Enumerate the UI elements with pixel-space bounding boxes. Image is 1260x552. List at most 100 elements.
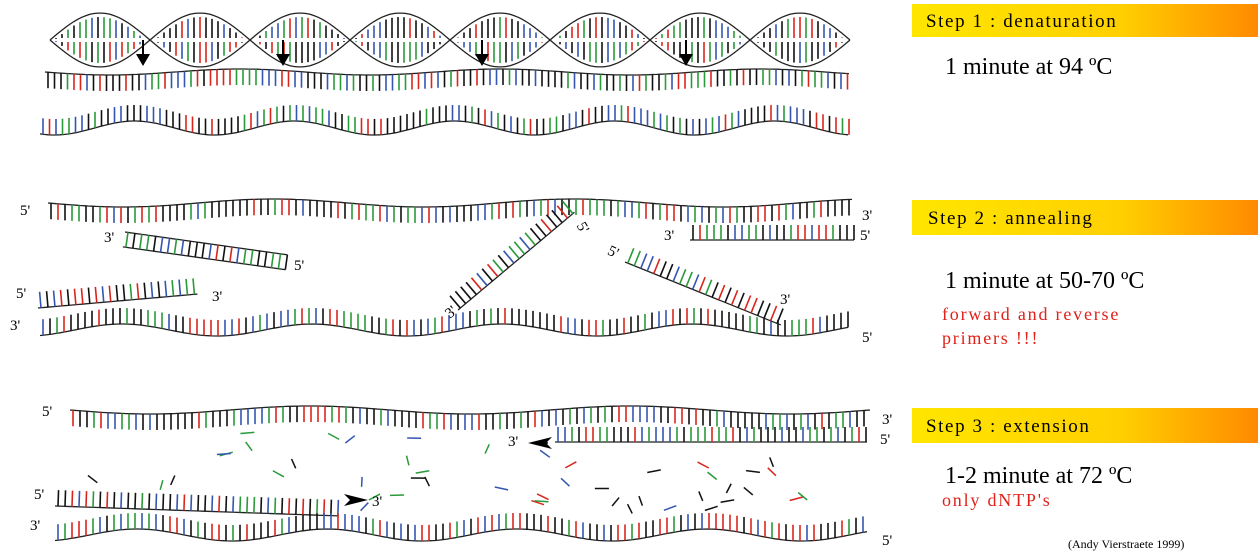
- strand-end: 3': [780, 292, 791, 308]
- base: [236, 247, 240, 263]
- base: [337, 499, 340, 516]
- base: [267, 497, 270, 514]
- base: [672, 266, 680, 282]
- base: [132, 233, 136, 249]
- dntp: [531, 499, 545, 506]
- base: [232, 496, 235, 513]
- base: [159, 237, 164, 253]
- dntp: [743, 486, 754, 496]
- step-title: Step 1 : denaturation: [926, 11, 1117, 32]
- base: [302, 498, 305, 515]
- base: [134, 492, 137, 509]
- base: [113, 492, 116, 509]
- base: [66, 289, 70, 306]
- base: [253, 496, 256, 513]
- strand-end: 5': [294, 258, 305, 274]
- strand-end: 5': [42, 404, 53, 420]
- primer: [122, 232, 289, 271]
- base: [316, 499, 319, 516]
- primer: [449, 200, 575, 311]
- step-banner: [912, 408, 1258, 443]
- base: [162, 493, 165, 510]
- base: [136, 283, 140, 300]
- strand-end: 5': [605, 243, 621, 262]
- strand-end: 3': [882, 412, 893, 428]
- base: [201, 243, 206, 259]
- base: [763, 303, 771, 319]
- base: [460, 286, 472, 300]
- base: [222, 245, 226, 262]
- strand-end: 5': [20, 203, 31, 219]
- base: [190, 494, 193, 511]
- strand-end: 3': [508, 434, 519, 450]
- base: [215, 244, 219, 261]
- base: [52, 290, 56, 307]
- dntp: [626, 503, 633, 514]
- base: [481, 268, 494, 282]
- dntp: [698, 491, 704, 502]
- dntp: [245, 441, 253, 452]
- base: [143, 282, 147, 299]
- base: [633, 250, 642, 267]
- dntp: [560, 477, 571, 487]
- base: [551, 209, 563, 224]
- base: [157, 281, 161, 298]
- dntp: [494, 486, 509, 491]
- dntp: [767, 467, 777, 477]
- dntp: [638, 495, 644, 506]
- base: [229, 246, 233, 262]
- dntp: [725, 483, 732, 494]
- base: [323, 499, 326, 516]
- strand-backbone: [457, 211, 575, 311]
- strands: [37, 12, 871, 542]
- base: [698, 276, 706, 293]
- strand-backbone: [47, 198, 853, 208]
- credit: (Andy Vierstraete 1999): [1068, 537, 1184, 551]
- base: [260, 497, 263, 514]
- strand-backbone: [122, 246, 286, 271]
- base: [678, 268, 687, 285]
- base: [127, 492, 130, 509]
- base: [704, 279, 713, 295]
- base: [513, 241, 526, 255]
- base: [101, 286, 105, 303]
- base: [197, 494, 200, 512]
- base: [776, 308, 784, 324]
- dntp: [290, 458, 297, 469]
- base: [769, 305, 778, 322]
- base: [108, 285, 112, 302]
- step-condition: 1-2 minute at 72 ºC: [945, 463, 1132, 489]
- base: [492, 259, 504, 273]
- base: [145, 235, 150, 251]
- strand-backbone: [39, 323, 849, 337]
- strand-end: 3': [862, 208, 873, 224]
- base: [653, 258, 661, 274]
- dntp: [159, 479, 164, 490]
- dntp: [240, 431, 255, 435]
- base: [545, 214, 558, 228]
- base: [183, 494, 186, 511]
- base: [756, 300, 765, 316]
- base: [665, 263, 674, 280]
- arrow-head: [344, 494, 368, 506]
- dntp: [707, 471, 718, 481]
- step-condition: 1 minute at 94 ºC: [945, 54, 1112, 80]
- step-note: only dNTP's: [942, 490, 1052, 510]
- base: [71, 490, 74, 507]
- dntp: [720, 499, 735, 503]
- base: [646, 255, 654, 272]
- base: [691, 274, 700, 290]
- base: [281, 497, 284, 514]
- dntp: [797, 491, 808, 501]
- base: [256, 250, 261, 266]
- base: [218, 495, 221, 512]
- base: [208, 243, 212, 260]
- base: [185, 278, 189, 295]
- base: [711, 282, 719, 298]
- base: [92, 491, 95, 508]
- step-banner: [912, 4, 1258, 37]
- dntp: [534, 500, 549, 503]
- base: [249, 249, 254, 265]
- base: [225, 495, 228, 512]
